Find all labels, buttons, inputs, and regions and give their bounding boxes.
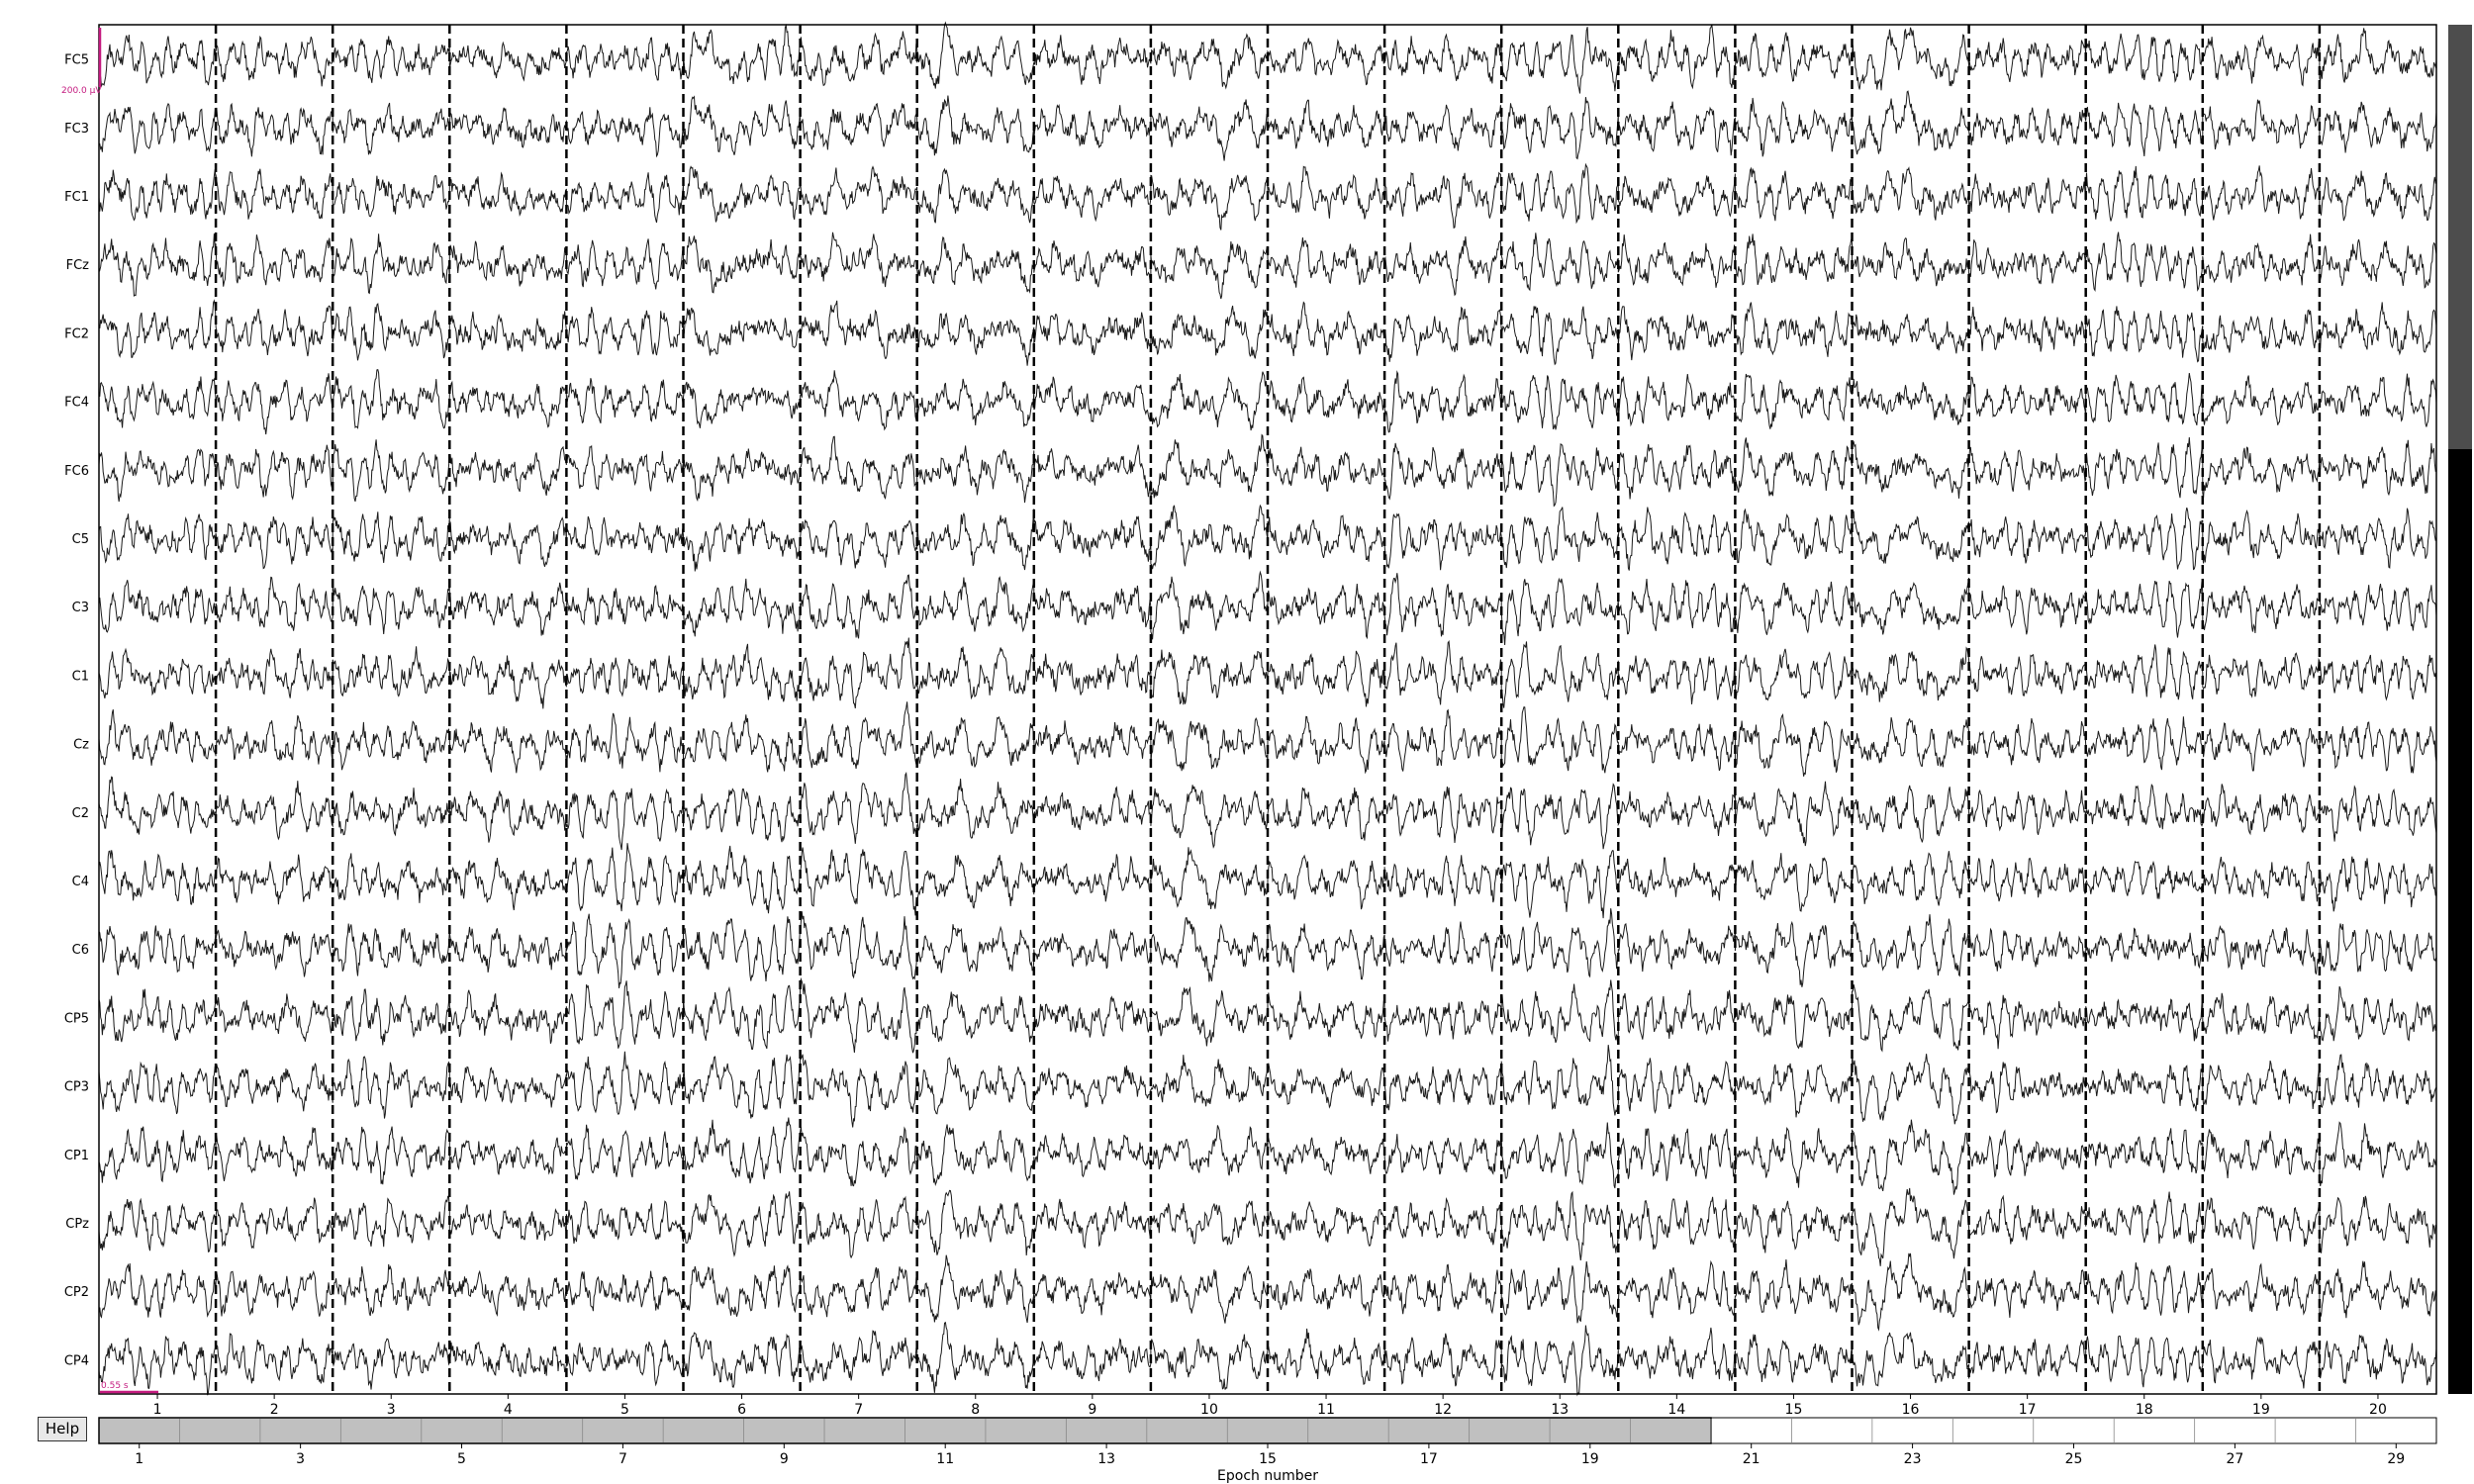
epoch-label: 1	[153, 1402, 162, 1418]
epoch-label: 12	[1434, 1402, 1452, 1418]
channel-label[interactable]: FC5	[64, 53, 89, 68]
epoch-label: 17	[2019, 1402, 2037, 1418]
epoch-label: 7	[854, 1402, 863, 1418]
channel-label[interactable]: CP4	[64, 1353, 89, 1368]
channel-label[interactable]: FC3	[64, 122, 89, 137]
channel-label[interactable]: FC6	[64, 464, 89, 479]
epoch-label: 20	[2369, 1402, 2387, 1418]
channel-labels: FC5 FC3 FC1 FCz FC2 FC4 FC6 C5 C3 C1 Cz C2 C4 C6 CP5 CP…	[64, 53, 89, 1369]
channel-label[interactable]: FC2	[64, 326, 89, 341]
epoch-label: 2	[270, 1402, 279, 1418]
navigator-tick-label: 9	[780, 1451, 789, 1467]
epoch-label: 13	[1551, 1402, 1569, 1418]
amplitude-scale-label: 200.0 µV	[61, 86, 102, 96]
epoch-label: 15	[1785, 1402, 1803, 1418]
navigator-tick-label: 11	[936, 1451, 954, 1467]
navigator-tick-label: 3	[296, 1451, 305, 1467]
epoch-label: 5	[620, 1402, 629, 1418]
channel-label[interactable]: CP2	[64, 1285, 89, 1300]
epoch-label: 19	[2252, 1402, 2270, 1418]
epoch-number-labels: 1 2 3 4 5 6 7 8 9 10 11 12 13 14 15 16 17 18 19 20	[153, 1394, 2387, 1418]
navigator-tick-label: 7	[618, 1451, 627, 1467]
epoch-label: 3	[387, 1402, 396, 1418]
navigator-tick-label: 19	[1581, 1451, 1599, 1467]
channel-trace	[99, 908, 2436, 988]
channel-label[interactable]: C1	[72, 669, 89, 684]
epoch-navigator-tick-labels: 1 3 5 7 9 11 13 15 17 19 21 23 25 27 29	[135, 1443, 2405, 1467]
channel-label[interactable]: CP5	[64, 1011, 89, 1026]
epoch-label: 6	[737, 1402, 746, 1418]
navigator-tick-label: 1	[135, 1451, 143, 1467]
channel-trace	[99, 1188, 2436, 1266]
channel-label[interactable]: CPz	[65, 1217, 89, 1232]
channel-scrollbar[interactable]	[2448, 25, 2472, 1394]
epoch-label: 10	[1200, 1402, 1218, 1418]
epoch-navigator[interactable]: 1 3 5 7 9 11 13 15 17 19 21 23 25 27 29 Epoch number	[99, 1418, 2436, 1484]
epoch-label: 8	[971, 1402, 980, 1418]
epoch-label: 14	[1667, 1402, 1685, 1418]
channel-label[interactable]: C5	[72, 532, 89, 547]
channel-label[interactable]: C3	[72, 601, 89, 615]
channel-label[interactable]: FC4	[64, 396, 89, 411]
navigator-tick-label: 13	[1097, 1451, 1115, 1467]
channel-scrollbar-thumb[interactable]	[2448, 25, 2472, 449]
channel-label[interactable]: C2	[72, 806, 89, 821]
epoch-label: 11	[1317, 1402, 1335, 1418]
channel-label[interactable]: CP3	[64, 1080, 89, 1095]
epoch-label: 16	[1902, 1402, 1920, 1418]
navigator-tick-label: 21	[1743, 1451, 1760, 1467]
channel-label[interactable]: C4	[72, 875, 89, 889]
navigator-tick-label: 5	[457, 1451, 466, 1467]
epoch-dividers	[216, 25, 2320, 1394]
navigator-tick-label: 23	[1904, 1451, 1922, 1467]
time-scale-label: 0.55 s	[101, 1381, 129, 1391]
epoch-label: 18	[2136, 1402, 2153, 1418]
help-button[interactable]: Help	[38, 1417, 87, 1441]
channel-label[interactable]: FCz	[66, 258, 90, 273]
navigator-tick-label: 25	[2065, 1451, 2083, 1467]
channel-label[interactable]: Cz	[73, 738, 89, 753]
navigator-tick-label: 15	[1259, 1451, 1277, 1467]
channel-trace	[99, 774, 2436, 851]
navigator-tick-label: 27	[2226, 1451, 2243, 1467]
epoch-navigator-xlabel: Epoch number	[1217, 1468, 1318, 1484]
epoch-label: 4	[504, 1402, 513, 1418]
navigator-tick-label: 17	[1420, 1451, 1438, 1467]
navigator-tick-label: 29	[2387, 1451, 2405, 1467]
channel-label[interactable]: C6	[72, 943, 89, 958]
scale-bars: 200.0 µV 0.55 s	[61, 28, 158, 1392]
channel-label[interactable]: CP1	[64, 1149, 89, 1163]
channel-label[interactable]: FC1	[64, 190, 89, 205]
epoch-label: 9	[1088, 1402, 1096, 1418]
channel-trace	[99, 843, 2436, 918]
